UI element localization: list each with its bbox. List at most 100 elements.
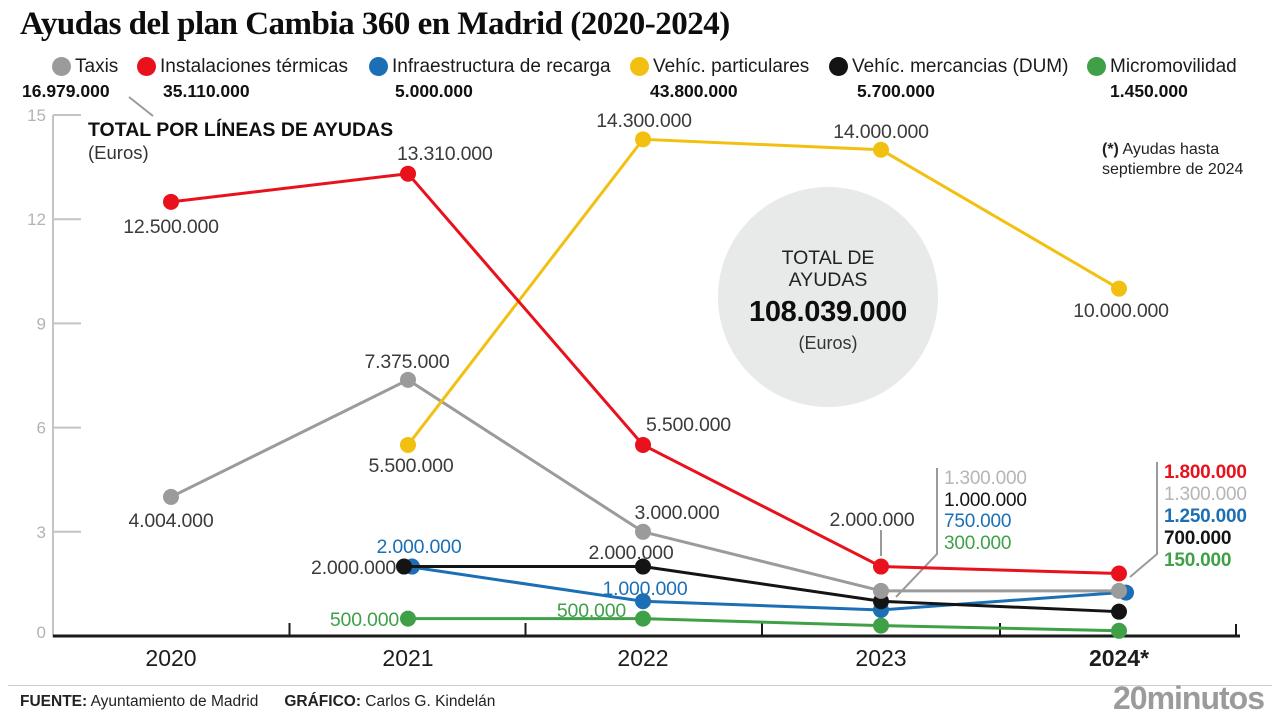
legend-item-label: Vehíc. mercancias (DUM) — [852, 56, 1069, 77]
legend-item-total: 16.979.000 — [22, 81, 110, 101]
data-point-gray — [1111, 582, 1127, 599]
value-label: 2.000.000 — [829, 509, 915, 531]
value-label: 13.310.000 — [397, 143, 493, 165]
legend-dot-icon — [630, 57, 649, 76]
value-label: 300.000 — [944, 532, 1012, 554]
y-tick-label: 3 — [37, 523, 46, 542]
data-point-yellow — [873, 141, 889, 158]
value-label: 750.000 — [944, 511, 1012, 532]
data-point-gray — [873, 582, 889, 599]
value-label: 700.000 — [1164, 528, 1232, 549]
data-point-gray — [400, 371, 416, 388]
legend-dot-icon — [137, 57, 156, 76]
source-text: Ayuntamiento de Madrid — [87, 693, 259, 710]
value-label: 2.000.000 — [588, 542, 674, 564]
data-point-yellow — [1111, 280, 1127, 297]
value-label: 3.000.000 — [634, 502, 720, 524]
legend-item-label: Taxis — [75, 56, 119, 77]
x-axis-label: 2020 — [145, 645, 196, 671]
value-label: 1.300.000 — [1164, 484, 1247, 505]
total-badge: TOTAL DE AYUDAS 108.039.000 (Euros) — [718, 187, 938, 407]
legend-dot-icon — [52, 57, 71, 76]
value-label: 5.500.000 — [368, 455, 454, 477]
series-line-green — [406, 617, 1121, 633]
value-label: 4.004.000 — [128, 510, 214, 532]
value-label: 1.800.000 — [1164, 462, 1247, 483]
y-tick-label: 12 — [27, 210, 46, 229]
source-label: FUENTE: — [20, 693, 88, 710]
total-badge-title-line2: AYUDAS — [788, 269, 868, 291]
data-point-red — [873, 558, 889, 575]
x-axis-label: 2023 — [855, 645, 906, 671]
value-labels-2024: 1.800.000 1.300.000 1.250.000 700.000 150.00… — [1164, 462, 1247, 572]
y-tick-label: 6 — [37, 419, 46, 438]
credit-text: Carlos G. Kindelán — [361, 693, 496, 710]
asterisk-note-line1: Ayudas hasta — [1118, 141, 1220, 158]
x-axis-label: 2024* — [1089, 645, 1149, 671]
legend-item-total: 35.110.000 — [163, 81, 250, 101]
legend-item-label: Instalaciones térmicas — [160, 56, 348, 77]
asterisk-note-line2: septiembre de 2024 — [1102, 160, 1244, 178]
data-point-yellow — [400, 436, 416, 453]
data-point-red — [400, 165, 416, 182]
x-axis-label: 2021 — [382, 645, 433, 671]
legend-dot-icon — [369, 57, 388, 76]
data-point-red — [635, 436, 651, 453]
value-label: 1.250.000 — [1164, 506, 1247, 527]
value-labels-2023: 1.300.000 1.000.000 750.000 300.000 — [944, 468, 1027, 554]
leader-line — [128, 96, 154, 117]
data-point-green — [635, 610, 651, 627]
value-label: 1.000.000 — [602, 578, 688, 600]
value-label: 12.500.000 — [123, 216, 219, 238]
series-line-black — [406, 565, 1121, 614]
data-point-red — [1111, 565, 1127, 582]
legend-dot-icon — [1087, 57, 1106, 76]
value-label: 2.000.000 — [311, 557, 396, 579]
data-point-blue — [873, 601, 889, 618]
leader-line — [1129, 462, 1158, 578]
data-point-gray — [163, 488, 179, 505]
data-point-red — [163, 193, 179, 210]
chart-note-subtitle: (Euros) — [88, 142, 149, 163]
y-tick-label: 15 — [27, 106, 46, 125]
legend-item-label: Micromovilidad — [1110, 56, 1237, 77]
data-point-black — [396, 558, 412, 575]
asterisk-note: (*) Ayudas hasta septiembre de 2024 — [1102, 140, 1243, 179]
data-point-yellow — [635, 131, 651, 148]
value-label: 10.000.000 — [1073, 300, 1169, 322]
y-tick-label: 9 — [37, 314, 46, 333]
y-tick-label: 0 — [37, 623, 46, 642]
value-label: 1.000.000 — [944, 489, 1027, 511]
total-badge-title-line1: TOTAL DE — [781, 247, 875, 269]
data-point-black — [1111, 603, 1127, 620]
series-line-blue — [406, 565, 1121, 612]
legend-item-label: Vehíc. particulares — [653, 56, 810, 77]
data-point-green — [873, 617, 889, 634]
leader-line — [895, 468, 938, 598]
data-point-black — [873, 593, 889, 610]
value-label: 150.000 — [1164, 550, 1232, 571]
value-label: 14.000.000 — [833, 121, 929, 143]
chart-note-title: TOTAL POR LÍNEAS DE AYUDAS — [88, 119, 394, 141]
value-label: 1.300.000 — [944, 468, 1027, 489]
data-point-blue — [404, 558, 420, 575]
legend-item-total: 5.000.000 — [395, 81, 473, 101]
data-point-gray — [635, 523, 651, 540]
asterisk-note-prefix: (*) — [1102, 141, 1119, 158]
data-point-green — [1111, 622, 1127, 639]
footer-divider — [8, 685, 1272, 686]
legend-item-total: 5.700.000 — [857, 81, 935, 101]
value-label: 7.375.000 — [364, 351, 450, 373]
legend-item-total: 1.450.000 — [1110, 81, 1188, 101]
data-point-green — [400, 610, 416, 627]
page-title: Ayudas del plan Cambia 360 en Madrid (20… — [20, 6, 730, 42]
brand-logo: 20minutos — [1112, 680, 1265, 716]
x-axis-label: 2022 — [617, 645, 668, 671]
legend-item-total: 43.800.000 — [650, 81, 738, 101]
legend-dot-icon — [829, 57, 848, 76]
legend-item-label: Infraestructura de recarga — [392, 56, 611, 77]
footer-credits: FUENTE: Ayuntamiento de Madrid GRÁFICO: C… — [20, 693, 495, 711]
value-label: 5.500.000 — [646, 414, 731, 436]
